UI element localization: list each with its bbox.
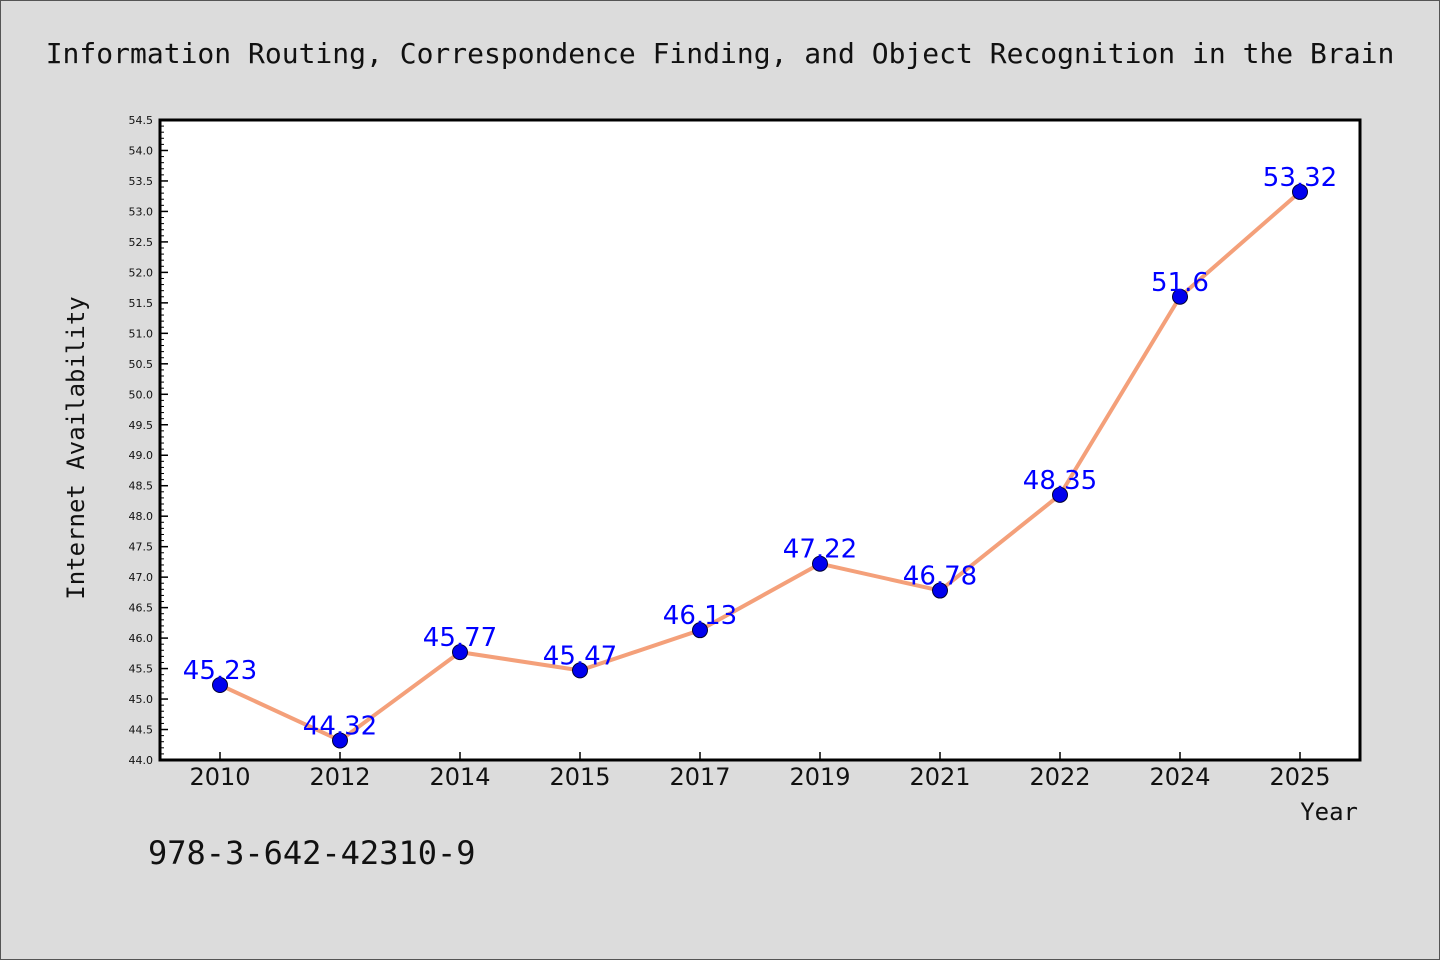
data-point <box>932 582 948 599</box>
data-point <box>1292 183 1308 200</box>
series-group <box>212 183 1308 749</box>
x-tick-label: 2012 <box>309 763 370 791</box>
isbn-text: 978-3-642-42310-9 <box>148 834 476 872</box>
data-point <box>812 555 828 572</box>
data-labels: 45.23 44.32 45.77 45.47 46.13 47.22 46.78 48.35… <box>183 163 1337 742</box>
y-axis: 44.0 44.5 45.0 45.5 46.0 46.5 47.0 47.5 48.0 48.5… <box>129 114 168 767</box>
y-tick-label: 44.5 <box>129 724 154 737</box>
data-label: 44.32 <box>303 711 377 741</box>
y-axis-label: Internet Availability <box>62 296 90 599</box>
y-tick-label: 46.0 <box>129 632 154 645</box>
y-tick-label: 44.0 <box>129 754 154 767</box>
x-tick-label: 2019 <box>789 763 850 791</box>
data-label: 53.32 <box>1263 163 1337 193</box>
chart-title: Information Routing, Correspondence Find… <box>46 37 1395 70</box>
y-tick-label: 49.5 <box>129 419 154 432</box>
y-tick-label: 54.0 <box>129 144 154 157</box>
y-tick-label: 48.5 <box>129 480 154 493</box>
y-tick-label: 50.0 <box>129 388 154 401</box>
data-label: 45.77 <box>423 623 497 653</box>
x-tick-label: 2014 <box>429 763 490 791</box>
data-point <box>572 662 588 679</box>
data-point <box>692 622 708 639</box>
x-axis: 2010 2012 2014 2015 2017 2019 2021 2022 2024 2025 <box>189 752 1331 791</box>
y-tick-label: 46.5 <box>129 602 154 615</box>
y-tick-label: 45.5 <box>129 663 154 676</box>
data-point <box>212 677 228 694</box>
y-tick-label: 45.0 <box>129 693 154 706</box>
data-point <box>332 732 348 749</box>
x-tick-label: 2025 <box>1269 763 1330 791</box>
data-label: 45.23 <box>183 656 257 686</box>
y-tick-label: 53.0 <box>129 205 154 218</box>
x-tick-label: 2010 <box>189 763 250 791</box>
y-tick-label: 49.0 <box>129 449 154 462</box>
data-point <box>452 644 468 661</box>
data-label: 51.6 <box>1151 268 1209 298</box>
y-tick-label: 54.5 <box>129 114 154 127</box>
data-label: 45.47 <box>543 641 617 671</box>
y-tick-label: 52.0 <box>129 266 154 279</box>
y-tick-label: 48.0 <box>129 510 154 523</box>
x-axis-label: Year <box>1300 798 1358 826</box>
x-tick-label: 2022 <box>1029 763 1090 791</box>
data-label: 46.78 <box>903 562 977 592</box>
data-label: 46.13 <box>663 601 737 631</box>
y-tick-label: 47.5 <box>129 541 154 554</box>
x-tick-label: 2017 <box>669 763 730 791</box>
x-tick-label: 2015 <box>549 763 610 791</box>
data-label: 47.22 <box>783 535 857 565</box>
y-tick-label: 51.0 <box>129 327 154 340</box>
data-point <box>1052 486 1068 503</box>
x-tick-label: 2021 <box>909 763 970 791</box>
series-line <box>219 190 1302 743</box>
y-tick-label: 52.5 <box>129 236 154 249</box>
y-tick-label: 51.5 <box>129 297 154 310</box>
plot-area <box>158 118 1362 762</box>
data-label: 48.35 <box>1023 466 1097 496</box>
y-tick-label: 47.0 <box>129 571 154 584</box>
data-point <box>1172 288 1188 305</box>
y-tick-label: 50.5 <box>129 358 154 371</box>
x-tick-label: 2024 <box>1149 763 1210 791</box>
y-tick-label: 53.5 <box>129 175 154 188</box>
